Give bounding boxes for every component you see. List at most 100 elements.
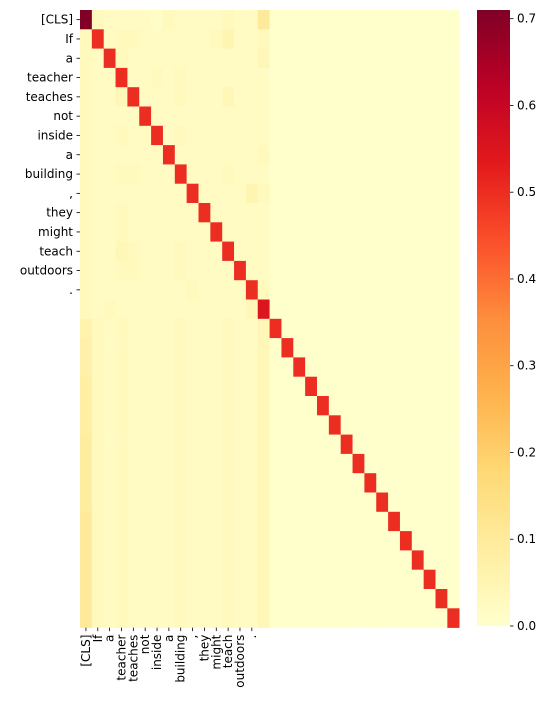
heatmap-cell [198, 318, 211, 339]
heatmap-cell [423, 608, 436, 628]
heatmap-cell [447, 473, 460, 493]
heatmap-cell [281, 164, 294, 184]
heatmap-cell [80, 183, 93, 204]
heatmap-cell [411, 106, 424, 127]
heatmap-cell [115, 164, 128, 184]
heatmap-cell [91, 106, 104, 127]
heatmap-cell [245, 453, 259, 474]
heatmap-cell [139, 473, 152, 493]
heatmap-cell [222, 87, 235, 107]
heatmap-cell [186, 87, 199, 107]
heatmap-cell [127, 396, 140, 416]
heatmap-cell [257, 10, 270, 30]
heatmap-cell [411, 260, 424, 281]
heatmap-cell [127, 280, 140, 300]
heatmap-cell [305, 106, 318, 127]
heatmap-cell [340, 531, 353, 551]
heatmap-cell [340, 67, 353, 88]
heatmap-cell [352, 473, 365, 493]
heatmap-cell [103, 608, 116, 628]
heatmap-cell [198, 434, 211, 455]
heatmap-cell [328, 299, 341, 320]
heatmap-cell [269, 589, 282, 609]
heatmap-cell [281, 318, 294, 339]
heatmap-cell [139, 48, 152, 69]
heatmap-cell [198, 87, 211, 107]
heatmap-cell [281, 531, 294, 551]
heatmap-cell [115, 608, 128, 628]
heatmap-cell [257, 376, 270, 397]
heatmap-cell [198, 338, 211, 358]
heatmap-cell [186, 415, 199, 435]
heatmap-cell [210, 511, 223, 532]
heatmap-cell [411, 48, 424, 69]
heatmap-cell [305, 280, 318, 300]
heatmap-cell [376, 29, 389, 49]
heatmap-cell [162, 531, 176, 551]
heatmap-cell [352, 357, 365, 377]
heatmap-cell [103, 164, 116, 184]
heatmap-cell [269, 125, 282, 146]
heatmap-cell [234, 396, 247, 416]
heatmap-cell [91, 531, 104, 551]
heatmap-cell [186, 473, 199, 493]
heatmap-cell [91, 164, 104, 184]
heatmap-cell [222, 299, 235, 320]
heatmap-cell [103, 10, 116, 30]
heatmap-cell [293, 183, 306, 204]
heatmap-cell [115, 106, 128, 127]
heatmap-cell [364, 260, 377, 281]
heatmap-cell [447, 183, 460, 204]
heatmap-cell [293, 569, 306, 590]
heatmap-cell [376, 338, 389, 358]
heatmap-cell [388, 608, 401, 628]
heatmap-cell [317, 473, 330, 493]
heatmap-cell [210, 299, 223, 320]
heatmap-cell [210, 183, 223, 204]
heatmap-cell [210, 106, 223, 127]
heatmap-cell [269, 338, 282, 358]
heatmap-cell [447, 48, 460, 69]
heatmap-cell [162, 145, 176, 165]
heatmap-cell [411, 10, 424, 30]
x-tick-label: teaches [126, 635, 140, 682]
heatmap-cell [317, 203, 330, 223]
heatmap-cell [411, 569, 424, 590]
heatmap-cell [115, 396, 128, 416]
heatmap-cell [293, 453, 306, 474]
heatmap-cell [328, 241, 341, 262]
heatmap-cell [210, 589, 223, 609]
heatmap-cell [210, 10, 223, 30]
heatmap-cell [376, 453, 389, 474]
heatmap-cell [257, 453, 270, 474]
heatmap-cell [103, 492, 116, 513]
heatmap-cell [210, 376, 223, 397]
heatmap-cell [103, 511, 116, 532]
heatmap-cell [340, 222, 353, 242]
heatmap-cell [281, 511, 294, 532]
heatmap-cell [399, 10, 413, 30]
heatmap-cell [388, 125, 401, 146]
heatmap-cell [328, 589, 341, 609]
y-tick-label: If [65, 32, 74, 46]
heatmap-cell [234, 106, 247, 127]
heatmap-cell [162, 125, 176, 146]
heatmap-cell [162, 396, 176, 416]
heatmap-cell [210, 492, 223, 513]
heatmap-cell [435, 396, 448, 416]
heatmap-cell [139, 453, 152, 474]
heatmap-cell [388, 87, 401, 107]
heatmap-cell [186, 492, 199, 513]
heatmap-cell [340, 260, 353, 281]
colorbar-tick-label: 0.3 [517, 359, 536, 373]
heatmap-cell [91, 434, 104, 455]
heatmap-cell [127, 203, 140, 223]
heatmap-cell [139, 318, 152, 339]
heatmap-cell [174, 299, 187, 320]
heatmap-cell [388, 10, 401, 30]
heatmap-cell [269, 492, 282, 513]
heatmap-cell [376, 492, 389, 513]
heatmap-cell [352, 260, 365, 281]
heatmap-cell [328, 87, 341, 107]
heatmap-cell [115, 260, 128, 281]
